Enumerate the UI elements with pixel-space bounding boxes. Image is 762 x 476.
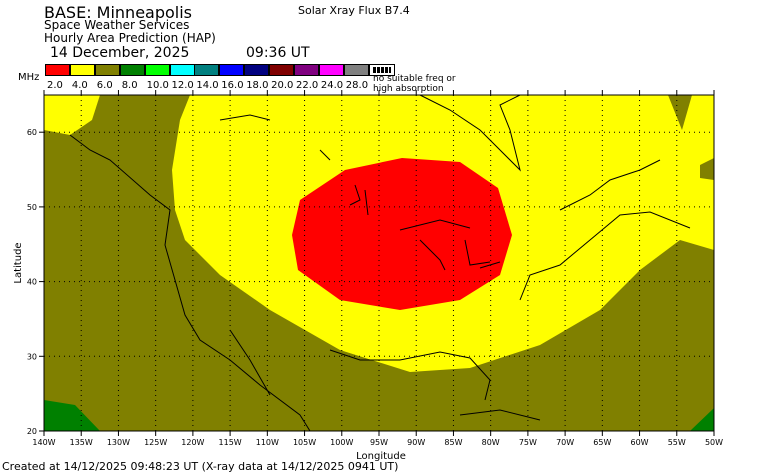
lat-tick-label: 50 [27, 203, 37, 212]
lon-tick-label: 110W [256, 438, 279, 447]
legend-swatch [119, 64, 145, 76]
date: 14 December, 2025 [50, 45, 190, 61]
lat-tick-label: 30 [27, 352, 37, 361]
no-freq-swatch [369, 64, 395, 76]
lon-tick-label: 115W [219, 438, 242, 447]
lon-tick-label: 60W [631, 438, 649, 447]
legend-swatch [45, 64, 70, 76]
legend-swatch [318, 64, 344, 76]
legend-label: 6.0 [96, 80, 113, 91]
lon-tick-label: 100W [330, 438, 353, 447]
lon-tick-label: 70W [556, 438, 574, 447]
lat-tick-label: 60 [27, 128, 37, 137]
legend-swatch [343, 64, 369, 76]
legend-label: 8.0 [121, 80, 138, 91]
legend-label: 14.0 [196, 80, 219, 91]
legend-swatch [294, 64, 319, 76]
lon-tick-label: 125W [144, 438, 167, 447]
coastlines [69, 94, 691, 432]
lon-tick-label: 80W [482, 438, 500, 447]
y-axis-label: Latitude [13, 242, 24, 283]
org-name: Space Weather Services [44, 18, 190, 32]
lat-tick-label: 40 [27, 278, 37, 287]
lon-tick-label: 55W [668, 438, 686, 447]
legend-swatch [169, 64, 195, 76]
legend-label: 4.0 [71, 80, 88, 91]
lon-tick-label: 120W [181, 438, 204, 447]
legend-label: 18.0 [246, 80, 269, 91]
product-name: Hourly Area Prediction (HAP) [44, 31, 216, 45]
lon-tick-label: 85W [444, 438, 462, 447]
green-region-sw [44, 400, 100, 431]
lon-tick-label: 135W [70, 438, 93, 447]
legend-label: 28.0 [345, 80, 369, 91]
legend-label: 20.0 [271, 80, 294, 91]
footer-created: Created at 14/12/2025 09:48:23 UT (X-ray… [2, 460, 399, 473]
legend-label: 22.0 [296, 80, 319, 91]
legend-label: 12.0 [171, 80, 194, 91]
legend-label: 10.0 [146, 80, 169, 91]
legend-label: 24.0 [320, 80, 344, 91]
yellow-region-nw [44, 95, 100, 135]
lon-tick-label: 95W [370, 438, 388, 447]
no-freq-label: no suitable freq or high absorption [373, 74, 456, 94]
lon-tick-label: 90W [407, 438, 425, 447]
legend-swatch [94, 64, 120, 76]
legend-unit: MHz [18, 72, 40, 83]
lon-tick-label: 105W [293, 438, 316, 447]
legend-swatch [69, 64, 95, 76]
x-axis-label: Longitude [356, 451, 406, 462]
olive-patch-ne [668, 95, 714, 180]
time: 09:36 UT [246, 45, 310, 61]
lon-tick-label: 65W [593, 438, 611, 447]
red-region [292, 158, 512, 310]
green-region-se [690, 408, 714, 431]
lon-tick-label: 50W [705, 438, 723, 447]
legend-swatch [244, 64, 270, 76]
legend-label: 2.0 [47, 80, 63, 91]
legend-label: 16.0 [221, 80, 244, 91]
xray-flux: Solar Xray Flux B7.4 [298, 4, 410, 17]
legend-swatch [219, 64, 245, 76]
lon-tick-label: 130W [107, 438, 130, 447]
lat-tick-label: 20 [27, 427, 37, 436]
grid [44, 95, 714, 431]
legend-swatch [144, 64, 170, 76]
legend-swatch [194, 64, 220, 76]
lon-tick-label: 75W [519, 438, 537, 447]
base-title: BASE: Minneapolis [44, 3, 193, 22]
legend-swatch [269, 64, 295, 76]
lon-tick-label: 140W [32, 438, 55, 447]
